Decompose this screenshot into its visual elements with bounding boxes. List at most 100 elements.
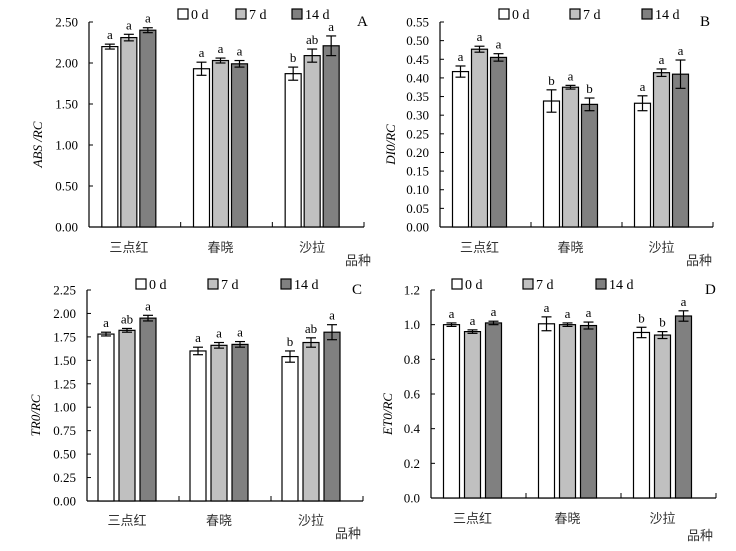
bar xyxy=(192,68,211,228)
bar xyxy=(139,317,157,502)
bar xyxy=(537,323,556,499)
y-tick-label: 0.00 xyxy=(406,220,429,235)
bar xyxy=(442,324,461,499)
category-label: 三点红 xyxy=(453,511,492,527)
y-tick-label: 1.25 xyxy=(53,376,76,391)
category-label: 沙拉 xyxy=(648,241,674,256)
significance-label: a xyxy=(145,298,151,313)
legend-swatch xyxy=(498,8,510,20)
bar xyxy=(580,103,599,228)
legend-swatch xyxy=(235,8,247,20)
significance-label: a xyxy=(568,68,574,83)
legend-label: 0 d xyxy=(465,278,483,293)
legend-swatch xyxy=(135,278,147,290)
y-tick-label: 0.45 xyxy=(406,52,429,67)
y-tick-label: 0.6 xyxy=(404,387,421,402)
significance-label: a xyxy=(491,304,497,319)
category-label: 春晓 xyxy=(554,512,580,527)
bar xyxy=(230,63,249,228)
category-label: 沙拉 xyxy=(298,514,324,529)
y-tick-label: 1.0 xyxy=(404,317,420,332)
category-label: 沙拉 xyxy=(649,512,675,527)
y-tick-label: 2.25 xyxy=(53,283,76,298)
bar xyxy=(120,36,138,228)
significance-label: b xyxy=(586,81,593,96)
bar xyxy=(484,322,503,499)
category-label: 春晓 xyxy=(207,241,233,256)
y-tick-label: 2.00 xyxy=(53,306,76,321)
legend-label: 0 d xyxy=(191,8,209,23)
y-tick-label: 0.55 xyxy=(406,15,429,30)
significance-label: a xyxy=(216,326,222,341)
significance-label: a xyxy=(237,44,243,59)
bar xyxy=(97,333,115,502)
bar xyxy=(284,73,302,228)
y-tick-label: 0.4 xyxy=(404,421,421,436)
y-tick-label: 0.35 xyxy=(406,89,429,104)
legend-label: 14 d xyxy=(655,8,680,23)
legend-label: 14 d xyxy=(609,278,634,293)
bar xyxy=(322,45,340,228)
chart-panel-c: 0.00 0.25 0.50 0.75 1.00 1.25 1.50 1.75 2.00 2.25… xyxy=(28,278,364,542)
bar xyxy=(652,72,671,228)
significance-label: a xyxy=(237,325,243,340)
legend-label: 7 d xyxy=(221,278,239,293)
significance-label: a xyxy=(565,306,571,321)
y-axis-label: ABS /RC xyxy=(30,121,45,168)
legend-label: 7 d xyxy=(583,8,601,23)
bar xyxy=(470,48,489,228)
y-tick-label: 0.40 xyxy=(406,70,429,85)
significance-label: a xyxy=(544,300,550,315)
significance-label: a xyxy=(328,19,334,34)
category-label: 三点红 xyxy=(109,240,148,256)
bar xyxy=(463,331,482,499)
y-tick-label: 0.50 xyxy=(53,447,76,462)
bar xyxy=(671,73,690,228)
x-axis-label: 品种 xyxy=(687,529,713,544)
significance-label: a xyxy=(659,52,665,67)
significance-label: a xyxy=(458,49,464,64)
bar xyxy=(653,334,672,499)
significance-label: b xyxy=(290,50,297,65)
y-tick-label: 1.00 xyxy=(55,138,78,153)
category-label: 三点红 xyxy=(107,513,146,529)
bar xyxy=(633,102,652,228)
legend-swatch xyxy=(595,278,607,290)
significance-label: a xyxy=(103,315,109,330)
significance-label: a xyxy=(449,306,455,321)
y-axis-label: DI0/RC xyxy=(383,124,398,166)
chart-panel-b: 0.00 0.05 0.10 0.15 0.20 0.25 0.30 0.35 0.40 0.45… xyxy=(383,8,714,269)
significance-label: b xyxy=(659,315,666,330)
x-axis-label: 品种 xyxy=(335,527,361,542)
bar xyxy=(558,324,577,499)
legend-label: 0 d xyxy=(512,8,530,23)
y-tick-label: 0.50 xyxy=(55,179,78,194)
y-tick-label: 0.50 xyxy=(406,33,429,48)
significance-label: b xyxy=(287,334,294,349)
legend-swatch xyxy=(291,8,303,20)
y-axis-label: ET0/RC xyxy=(380,393,395,436)
legend-swatch xyxy=(207,278,219,290)
category-label: 春晓 xyxy=(557,241,583,256)
legend-label: 14 d xyxy=(294,278,319,293)
legend-swatch xyxy=(177,8,189,20)
y-tick-label: 1.50 xyxy=(55,97,78,112)
y-axis-label: TR0/RC xyxy=(28,394,43,436)
x-axis-label: 品种 xyxy=(345,254,371,269)
bar xyxy=(189,350,207,502)
bar xyxy=(210,344,228,502)
legend-label: 14 d xyxy=(305,8,330,23)
legend-label: 0 d xyxy=(149,278,167,293)
legend: 0 d 7 d 14 d xyxy=(498,8,680,23)
legend-swatch xyxy=(641,8,653,20)
bar xyxy=(674,315,693,499)
y-tick-label: 0.15 xyxy=(406,164,429,179)
legend-swatch xyxy=(522,278,534,290)
y-tick-label: 0.10 xyxy=(406,182,429,197)
panel-letter: D xyxy=(705,282,716,298)
panel-letter: A xyxy=(357,14,368,30)
category-label: 三点红 xyxy=(460,240,499,256)
significance-label: a xyxy=(640,79,646,94)
